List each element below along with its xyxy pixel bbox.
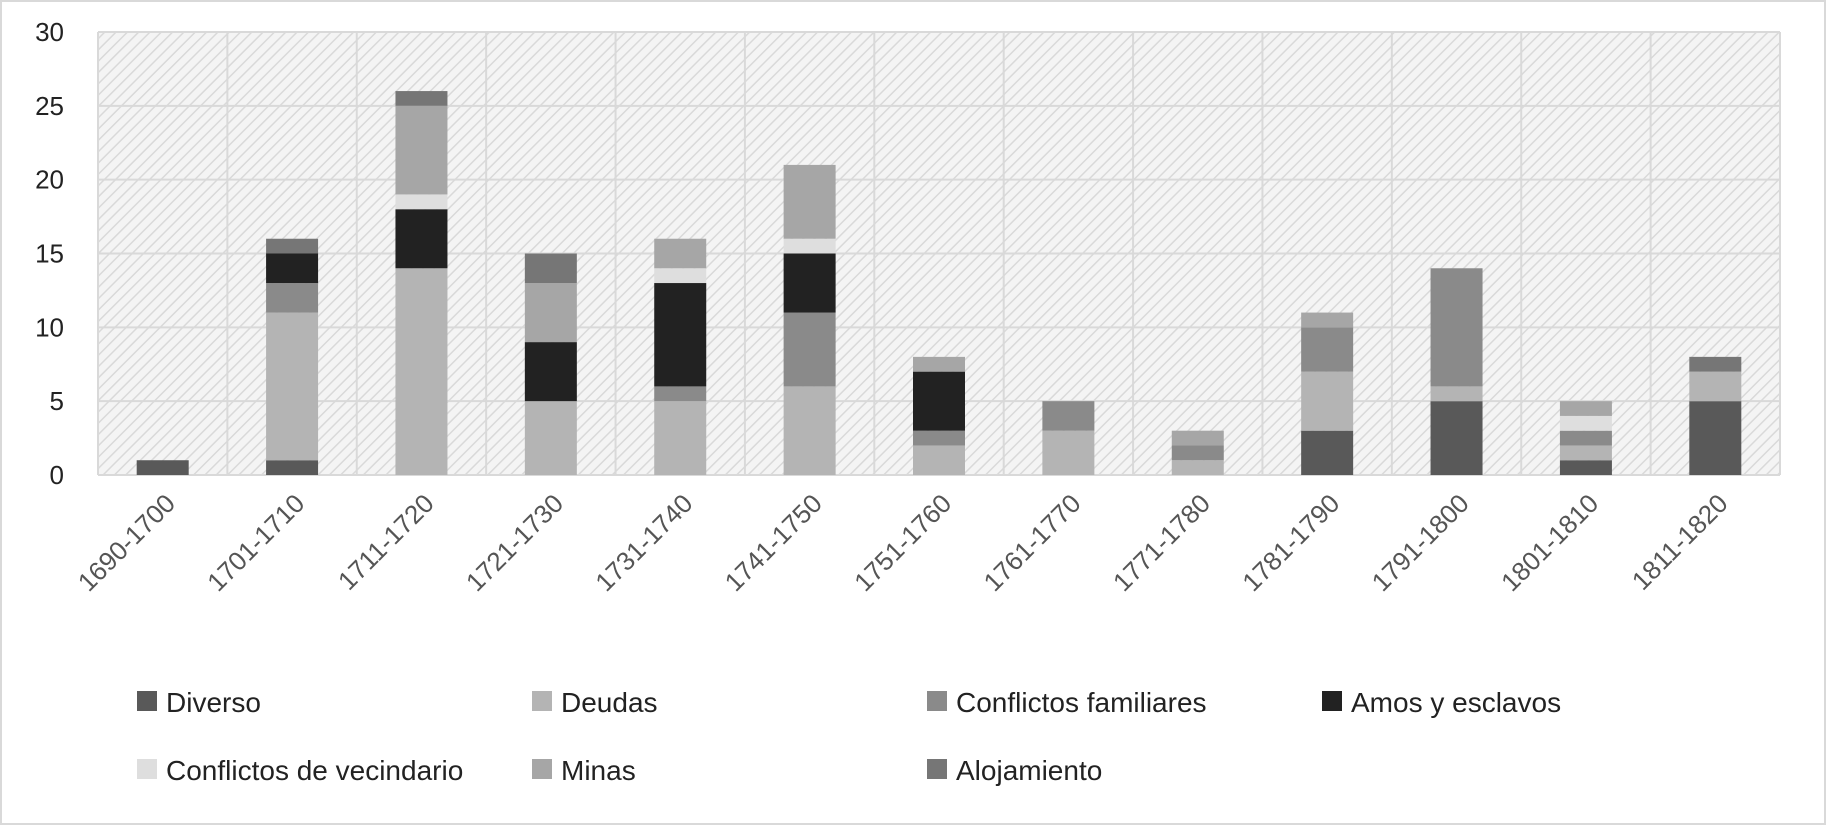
bar-segment-minas-1741-1750 — [783, 164, 836, 239]
bar-segment-deudas-1761-1770 — [1042, 430, 1095, 475]
bar-segment-diverso-1791-1800 — [1430, 401, 1483, 475]
bar-segment-amos-y-esclavos-1751-1760 — [913, 371, 965, 431]
bar-segment-deudas-1791-1800 — [1430, 386, 1483, 402]
bar-segment-deudas-1711-1720 — [395, 268, 448, 475]
legend-swatch — [1322, 691, 1342, 711]
bar-segment-amos-y-esclavos-1721-1730 — [524, 342, 577, 402]
bar-segment-conflictos-familiares-1781-1790 — [1301, 327, 1354, 372]
bar-segment-amos-y-esclavos-1711-1720 — [395, 209, 448, 269]
bar-segment-deudas-1781-1790 — [1301, 371, 1354, 431]
bar-segment-deudas-1751-1760 — [913, 445, 965, 475]
legend-label: Amos y esclavos — [1351, 687, 1561, 718]
bar-segment-amos-y-esclavos-1741-1750 — [783, 253, 836, 313]
y-tick-label: 0 — [50, 460, 64, 490]
bar-segment-minas-1751-1760 — [913, 356, 965, 372]
y-tick-label: 25 — [35, 91, 64, 121]
bar-segment-deudas-1811-1820 — [1689, 371, 1742, 402]
bar-segment-conflictos-familiares-1731-1740 — [654, 386, 707, 402]
bar-segment-diverso-1781-1790 — [1301, 430, 1354, 475]
bar-segment-conflictos-de-vecindario-1731-1740 — [654, 268, 707, 284]
legend-swatch — [532, 759, 552, 779]
bar-segment-deudas-1741-1750 — [783, 386, 836, 475]
legend-item-alojamiento: Alojamiento — [927, 755, 1102, 786]
bar-segment-deudas-1801-1810 — [1559, 445, 1612, 461]
y-tick-label: 30 — [35, 17, 64, 47]
bar-segment-diverso-1811-1820 — [1689, 401, 1742, 475]
legend-label: Conflictos de vecindario — [166, 755, 463, 786]
bar-segment-deudas-1731-1740 — [654, 401, 707, 475]
bar-segment-conflictos-familiares-1771-1780 — [1171, 445, 1224, 461]
legend-swatch — [927, 691, 947, 711]
y-tick-label: 20 — [35, 165, 64, 195]
legend-swatch — [137, 759, 157, 779]
bar-segment-minas-1801-1810 — [1559, 401, 1612, 416]
bar-segment-minas-1711-1720 — [395, 105, 448, 195]
legend-label: Diverso — [166, 687, 261, 718]
bar-segment-minas-1721-1730 — [524, 283, 577, 343]
legend-item-deudas: Deudas — [532, 687, 658, 718]
legend-item-amos-y-esclavos: Amos y esclavos — [1322, 687, 1561, 718]
bar-segment-deudas-1721-1730 — [524, 401, 577, 475]
legend-label: Minas — [561, 755, 636, 786]
grid-layer — [97, 31, 1781, 476]
bar-segment-conflictos-de-vecindario-1801-1810 — [1559, 415, 1612, 431]
bar-segment-conflictos-familiares-1751-1760 — [913, 430, 965, 446]
legend-swatch — [137, 691, 157, 711]
bar-segment-conflictos-de-vecindario-1741-1750 — [783, 238, 836, 254]
legend-swatch — [927, 759, 947, 779]
y-axis-ticks: 0 5 10 15 20 25 30 — [35, 17, 64, 490]
legend-item-diverso: Diverso — [137, 687, 261, 718]
bar-segment-alojamiento-1811-1820 — [1689, 356, 1742, 372]
bar-segment-alojamiento-1721-1730 — [524, 253, 577, 284]
legend-label: Alojamiento — [956, 755, 1102, 786]
y-tick-label: 15 — [35, 239, 64, 269]
bar-segment-deudas-1701-1710 — [266, 312, 319, 461]
bar-segment-conflictos-familiares-1801-1810 — [1559, 430, 1612, 446]
legend-swatch — [532, 691, 552, 711]
bar-segment-alojamiento-1711-1720 — [395, 91, 448, 106]
bar-segment-diverso-1701-1710 — [266, 460, 319, 475]
legend: Diverso Deudas Conflictos familiares Amos y… — [137, 687, 1561, 786]
bar-segment-minas-1731-1740 — [654, 238, 707, 269]
bar-segment-diverso-1801-1810 — [1559, 460, 1612, 475]
bar-segment-amos-y-esclavos-1701-1710 — [266, 253, 319, 284]
y-tick-label: 5 — [50, 386, 64, 416]
bars-layer — [136, 91, 1742, 475]
y-tick-label: 10 — [35, 312, 64, 342]
bar-segment-alojamiento-1701-1710 — [266, 238, 319, 254]
bar-segment-deudas-1771-1780 — [1171, 460, 1224, 475]
bar-segment-conflictos-familiares-1701-1710 — [266, 283, 319, 313]
legend-item-conflictos-familiares: Conflictos familiares — [927, 687, 1207, 718]
bar-segment-diverso-1690-1700 — [136, 460, 189, 475]
bar-segment-amos-y-esclavos-1731-1740 — [654, 283, 707, 387]
legend-label: Deudas — [561, 687, 658, 718]
bar-segment-conflictos-familiares-1791-1800 — [1430, 268, 1483, 387]
bar-segment-conflictos-de-vecindario-1711-1720 — [395, 194, 448, 210]
legend-item-minas: Minas — [532, 755, 636, 786]
legend-item-conflictos-de-vecindario: Conflictos de vecindario — [137, 755, 463, 786]
bar-segment-minas-1771-1780 — [1171, 430, 1224, 446]
bar-segment-conflictos-familiares-1741-1750 — [783, 312, 836, 387]
legend-label: Conflictos familiares — [956, 687, 1207, 718]
bar-segment-conflictos-familiares-1761-1770 — [1042, 401, 1095, 431]
bar-segment-minas-1781-1790 — [1301, 312, 1354, 328]
